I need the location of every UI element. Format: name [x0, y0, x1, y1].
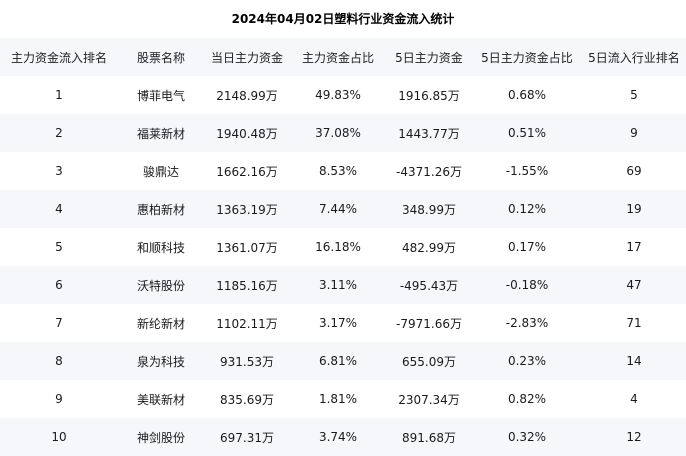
table-row: 6 沃特股份 1185.16万 3.11% -495.43万 -0.18% 47 — [0, 266, 686, 304]
cell-stock-name: 泉为科技 — [136, 354, 185, 369]
cell-5day-main-funds: -495.43万 — [399, 278, 459, 293]
cell-daily-main-funds: 931.53万 — [220, 354, 274, 369]
cell-main-funds-ratio: 7.44% — [318, 202, 358, 216]
cell-main-funds-ratio: 6.81% — [318, 354, 358, 368]
cell-5day-industry-rank: 17 — [626, 240, 642, 254]
cell-stock-name: 骏鼎达 — [142, 164, 179, 179]
column-header-5day-industry-rank: 5日流入行业排名 — [588, 50, 680, 65]
cell-5day-industry-rank: 47 — [626, 278, 642, 292]
cell-5day-industry-rank: 69 — [626, 164, 642, 178]
cell-5day-industry-rank: 9 — [630, 126, 638, 140]
column-header-5day-funds-ratio: 5日主力资金占比 — [481, 50, 573, 65]
table-row: 4 惠柏新材 1363.19万 7.44% 348.99万 0.12% 19 — [0, 190, 686, 228]
table-row: 9 美联新材 835.69万 1.81% 2307.34万 0.82% 4 — [0, 380, 686, 418]
cell-5day-industry-rank: 19 — [626, 202, 642, 216]
cell-5day-main-funds: -7971.66万 — [396, 316, 462, 331]
cell-stock-name: 新纶新材 — [136, 316, 185, 331]
cell-rank: 2 — [55, 126, 63, 140]
cell-stock-name: 福莱新材 — [136, 126, 185, 141]
cell-5day-funds-ratio: 0.32% — [507, 430, 547, 444]
cell-5day-main-funds: 1916.85万 — [398, 88, 460, 103]
cell-daily-main-funds: 697.31万 — [220, 430, 274, 445]
cell-5day-industry-rank: 12 — [626, 430, 642, 444]
cell-main-funds-ratio: 8.53% — [318, 164, 358, 178]
column-header-5day-main-funds: 5日主力资金 — [395, 50, 463, 65]
page-title: 2024年04月02日塑料行业资金流入统计 — [231, 12, 455, 26]
table-row: 8 泉为科技 931.53万 6.81% 655.09万 0.23% 14 — [0, 342, 686, 380]
cell-main-funds-ratio: 37.08% — [315, 126, 361, 140]
cell-stock-name: 博菲电气 — [136, 88, 185, 103]
cell-daily-main-funds: 2148.99万 — [216, 88, 278, 103]
cell-daily-main-funds: 835.69万 — [220, 392, 274, 407]
cell-rank: 8 — [55, 354, 63, 368]
cell-daily-main-funds: 1361.07万 — [216, 240, 278, 255]
cell-daily-main-funds: 1363.19万 — [216, 202, 278, 217]
cell-5day-main-funds: 1443.77万 — [398, 126, 460, 141]
cell-rank: 5 — [55, 240, 63, 254]
cell-main-funds-ratio: 3.11% — [318, 278, 358, 292]
cell-daily-main-funds: 1102.11万 — [216, 316, 278, 331]
table-row: 2 福莱新材 1940.48万 37.08% 1443.77万 0.51% 9 — [0, 114, 686, 152]
column-header-rank: 主力资金流入排名 — [10, 50, 107, 65]
table-row: 7 新纶新材 1102.11万 3.17% -7971.66万 -2.83% 7… — [0, 304, 686, 342]
cell-main-funds-ratio: 1.81% — [318, 392, 358, 406]
cell-daily-main-funds: 1940.48万 — [216, 126, 278, 141]
cell-5day-funds-ratio: 0.12% — [507, 202, 547, 216]
cell-daily-main-funds: 1662.16万 — [216, 164, 278, 179]
cell-5day-funds-ratio: 0.68% — [507, 88, 547, 102]
cell-stock-name: 神剑股份 — [136, 430, 185, 445]
cell-5day-industry-rank: 14 — [626, 354, 642, 368]
cell-5day-funds-ratio: -0.18% — [505, 278, 549, 292]
table-header-row: 主力资金流入排名 股票名称 当日主力资金 主力资金占比 5日主力资金 5日主力资… — [0, 38, 686, 76]
cell-5day-main-funds: 2307.34万 — [398, 392, 460, 407]
column-header-daily-main-funds: 当日主力资金 — [210, 50, 283, 65]
cell-rank: 4 — [55, 202, 63, 216]
cell-main-funds-ratio: 16.18% — [315, 240, 361, 254]
cell-5day-main-funds: -4371.26万 — [396, 164, 462, 179]
cell-rank: 9 — [55, 392, 63, 406]
table-row: 3 骏鼎达 1662.16万 8.53% -4371.26万 -1.55% 69 — [0, 152, 686, 190]
fund-flow-table: 主力资金流入排名 股票名称 当日主力资金 主力资金占比 5日主力资金 5日主力资… — [0, 38, 686, 456]
cell-stock-name: 美联新材 — [136, 392, 185, 407]
cell-5day-main-funds: 482.99万 — [402, 240, 456, 255]
column-header-main-funds-ratio: 主力资金占比 — [301, 50, 374, 65]
cell-rank: 6 — [55, 278, 63, 292]
cell-5day-industry-rank: 71 — [626, 316, 642, 330]
cell-rank: 3 — [55, 164, 63, 178]
cell-main-funds-ratio: 49.83% — [315, 88, 361, 102]
table-row: 5 和顺科技 1361.07万 16.18% 482.99万 0.17% 17 — [0, 228, 686, 266]
table-row: 1 博菲电气 2148.99万 49.83% 1916.85万 0.68% 5 — [0, 76, 686, 114]
cell-5day-funds-ratio: 0.82% — [507, 392, 547, 406]
cell-5day-main-funds: 655.09万 — [402, 354, 456, 369]
cell-stock-name: 惠柏新材 — [136, 202, 185, 217]
table-row: 10 神剑股份 697.31万 3.74% 891.68万 0.32% 12 — [0, 418, 686, 456]
cell-daily-main-funds: 1185.16万 — [216, 278, 278, 293]
cell-5day-funds-ratio: -2.83% — [505, 316, 549, 330]
cell-5day-main-funds: 891.68万 — [402, 430, 456, 445]
cell-5day-industry-rank: 4 — [630, 392, 638, 406]
cell-5day-funds-ratio: 0.17% — [507, 240, 547, 254]
cell-5day-funds-ratio: 0.51% — [507, 126, 547, 140]
cell-rank: 1 — [55, 88, 63, 102]
column-header-stock-name: 股票名称 — [136, 50, 185, 65]
cell-5day-funds-ratio: 0.23% — [507, 354, 547, 368]
cell-main-funds-ratio: 3.17% — [318, 316, 358, 330]
cell-rank: 10 — [51, 430, 67, 444]
cell-5day-industry-rank: 5 — [630, 88, 638, 102]
cell-5day-main-funds: 348.99万 — [402, 202, 456, 217]
cell-main-funds-ratio: 3.74% — [318, 430, 358, 444]
cell-5day-funds-ratio: -1.55% — [505, 164, 549, 178]
cell-stock-name: 和顺科技 — [136, 240, 185, 255]
cell-stock-name: 沃特股份 — [136, 278, 185, 293]
cell-rank: 7 — [55, 316, 63, 330]
